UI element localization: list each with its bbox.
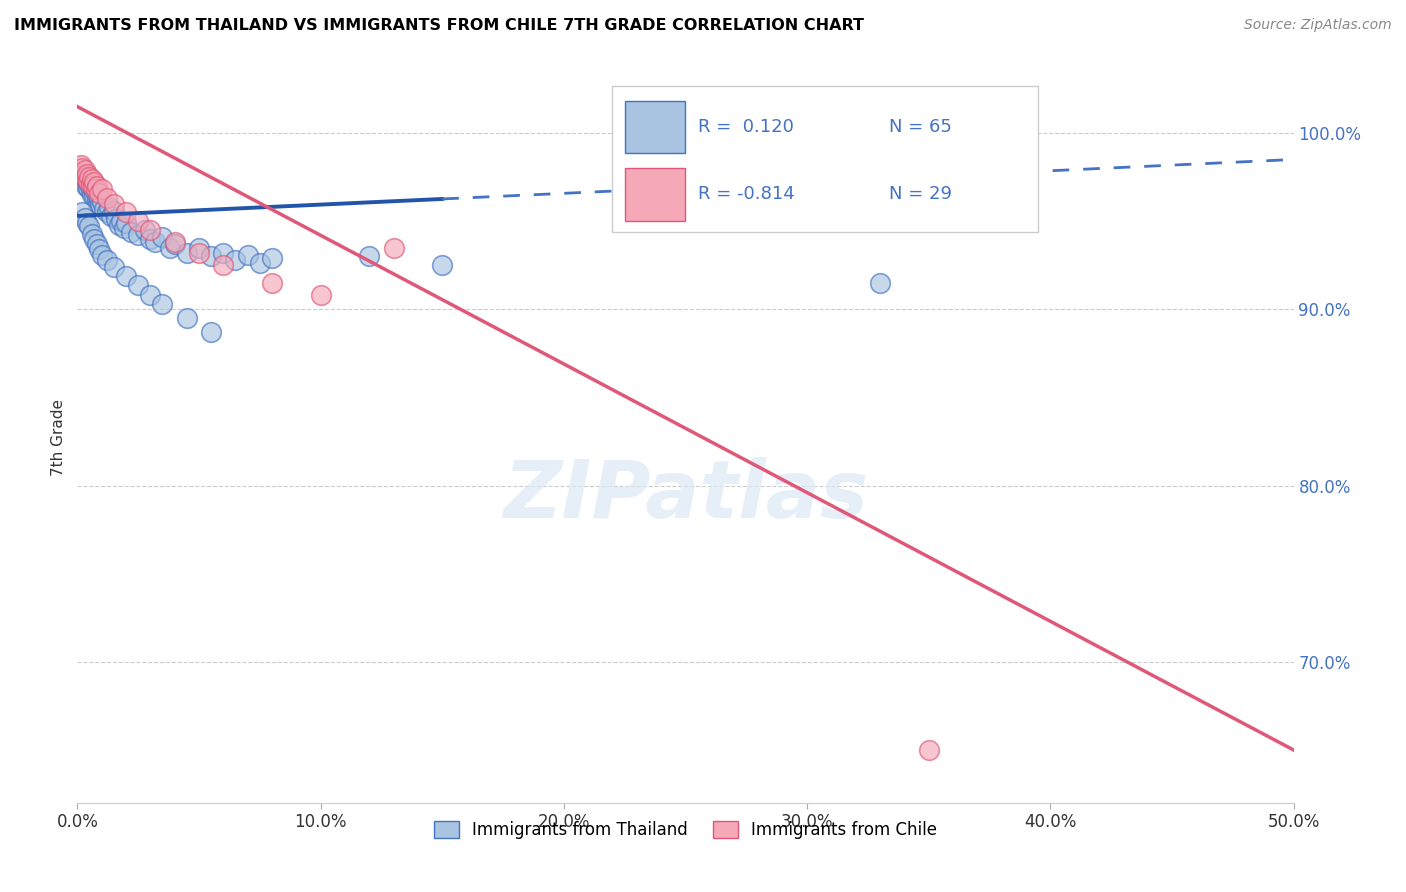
- Point: [80, 172, 103, 186]
- Point: [76, 174, 98, 188]
- Point: [96, 191, 118, 205]
- Point: [115, 268, 138, 283]
- Point: [103, 203, 125, 218]
- Point: [152, 297, 174, 311]
- Point: [70, 161, 93, 176]
- Point: [84, 186, 107, 200]
- Point: [90, 194, 112, 209]
- Y-axis label: 7th Grade: 7th Grade: [51, 399, 66, 475]
- Point: [76, 216, 98, 230]
- Point: [212, 258, 235, 272]
- Point: [110, 214, 132, 228]
- Point: [96, 252, 118, 267]
- Point: [224, 252, 246, 267]
- Point: [127, 214, 149, 228]
- Text: Source: ZipAtlas.com: Source: ZipAtlas.com: [1244, 18, 1392, 32]
- Point: [80, 227, 103, 241]
- Point: [89, 198, 111, 212]
- Point: [249, 256, 271, 270]
- Point: [83, 232, 105, 246]
- Point: [83, 189, 105, 203]
- Point: [75, 170, 97, 185]
- Point: [97, 200, 120, 214]
- Point: [73, 175, 96, 189]
- Point: [69, 165, 91, 179]
- Point: [139, 223, 162, 237]
- Point: [139, 232, 162, 246]
- Point: [127, 277, 149, 292]
- Text: IMMIGRANTS FROM THAILAND VS IMMIGRANTS FROM CHILE 7TH GRADE CORRELATION CHART: IMMIGRANTS FROM THAILAND VS IMMIGRANTS F…: [14, 18, 865, 33]
- Point: [105, 212, 128, 227]
- Point: [115, 205, 138, 219]
- Point: [76, 167, 98, 181]
- Point: [188, 241, 211, 255]
- Point: [72, 169, 94, 183]
- Point: [103, 196, 125, 211]
- Point: [107, 218, 129, 232]
- Point: [79, 170, 101, 185]
- Point: [90, 182, 112, 196]
- Point: [176, 311, 198, 326]
- Point: [87, 196, 110, 211]
- Legend: Immigrants from Thailand, Immigrants from Chile: Immigrants from Thailand, Immigrants fro…: [427, 814, 943, 846]
- Point: [77, 180, 100, 194]
- Point: [80, 177, 103, 191]
- Point: [382, 241, 405, 255]
- Point: [80, 184, 103, 198]
- Point: [93, 202, 115, 216]
- Point: [236, 247, 259, 261]
- Point: [70, 158, 93, 172]
- Point: [260, 251, 283, 265]
- Point: [70, 205, 93, 219]
- Point: [86, 193, 108, 207]
- Point: [152, 230, 174, 244]
- Point: [200, 249, 222, 263]
- Point: [163, 235, 186, 250]
- Point: [72, 169, 94, 183]
- Point: [73, 211, 96, 225]
- Point: [359, 249, 381, 263]
- Point: [103, 260, 125, 274]
- Point: [260, 276, 283, 290]
- Point: [96, 205, 118, 219]
- Point: [120, 225, 142, 239]
- Text: ZIPatlas: ZIPatlas: [503, 457, 868, 534]
- Point: [212, 246, 235, 260]
- Point: [70, 172, 93, 186]
- Point: [112, 221, 135, 235]
- Point: [869, 276, 891, 290]
- Point: [86, 178, 108, 193]
- Point: [79, 219, 101, 234]
- Point: [86, 237, 108, 252]
- Point: [75, 178, 97, 193]
- Point: [918, 743, 941, 757]
- Point: [139, 288, 162, 302]
- Point: [69, 170, 91, 185]
- Point: [89, 186, 111, 200]
- Point: [82, 182, 104, 196]
- Point: [163, 237, 186, 252]
- Point: [430, 258, 453, 272]
- Point: [70, 165, 93, 179]
- Point: [115, 216, 138, 230]
- Point: [127, 228, 149, 243]
- Point: [89, 191, 111, 205]
- Point: [73, 163, 96, 178]
- Point: [159, 241, 181, 255]
- Point: [143, 235, 166, 250]
- Point: [80, 187, 103, 202]
- Point: [77, 174, 100, 188]
- Point: [176, 246, 198, 260]
- Point: [100, 209, 122, 223]
- Point: [309, 288, 332, 302]
- Point: [134, 223, 156, 237]
- Point: [79, 177, 101, 191]
- Point: [82, 178, 104, 193]
- Point: [200, 325, 222, 339]
- Point: [89, 243, 111, 257]
- Point: [188, 246, 211, 260]
- Point: [90, 247, 112, 261]
- Point: [83, 175, 105, 189]
- Point: [84, 182, 107, 196]
